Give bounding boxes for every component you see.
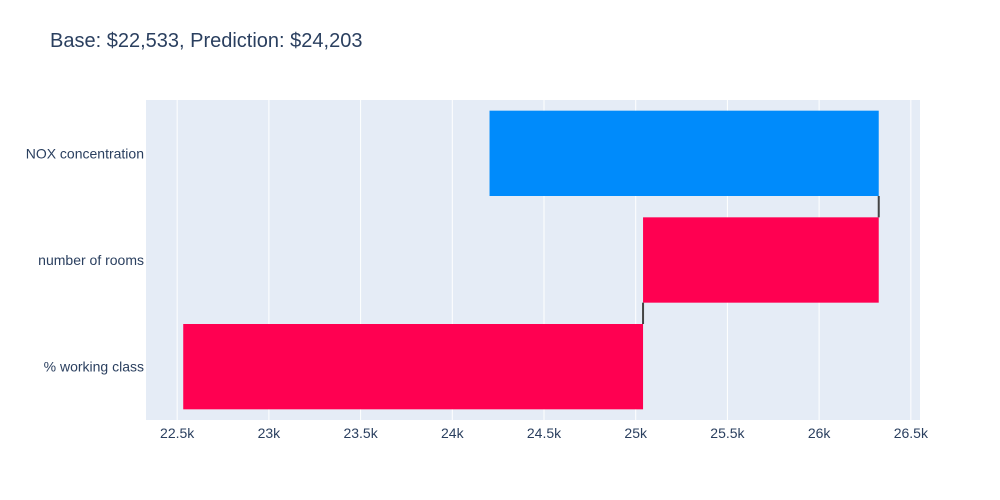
x-tick-label: 22.5k: [160, 425, 195, 441]
y-tick-label: % working class: [44, 359, 144, 375]
chart-title: Base: $22,533, Prediction: $24,203: [50, 30, 363, 52]
y-tick-label: number of rooms: [38, 252, 144, 268]
x-tick-label: 25.5k: [710, 425, 745, 441]
x-tick-label: 24k: [441, 425, 465, 441]
waterfall-bar: [489, 110, 879, 196]
waterfall-bar: [643, 217, 879, 303]
x-tick-label: 26.5k: [894, 425, 929, 441]
x-tick-label: 23.5k: [343, 425, 378, 441]
y-tick-label: NOX concentration: [26, 145, 144, 161]
x-tick-label: 25k: [624, 425, 648, 441]
x-tick-label: 24.5k: [527, 425, 562, 441]
x-tick-label: 23k: [258, 425, 282, 441]
waterfall-bar: [183, 324, 644, 410]
x-tick-label: 26k: [808, 425, 832, 441]
